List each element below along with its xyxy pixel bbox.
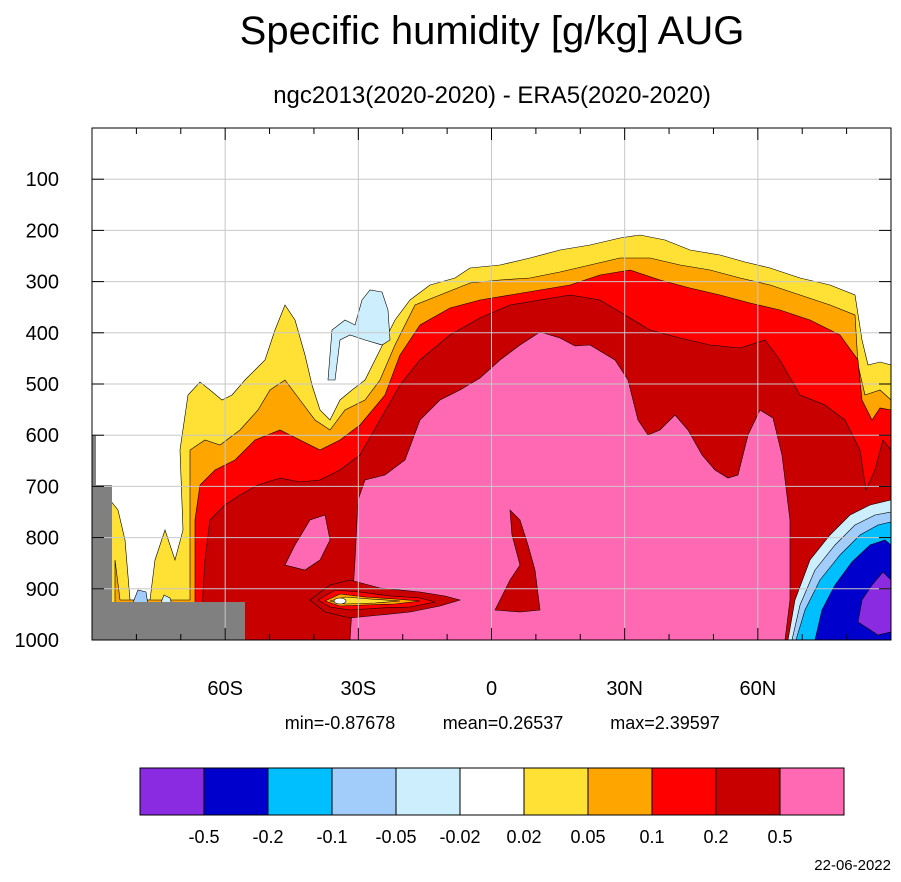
colorbar-swatch-5 bbox=[459, 767, 525, 816]
colorbar-swatch-9 bbox=[715, 767, 781, 816]
y-tick-label-7: 800 bbox=[26, 528, 59, 550]
x-tick-label-0: 60S bbox=[207, 678, 243, 700]
y-tick-label-3: 400 bbox=[26, 323, 59, 345]
colorbar-label-8: 0.2 bbox=[703, 827, 728, 847]
colorbar-label-3: -0.05 bbox=[375, 827, 416, 847]
contour-tongue-0.02-south bbox=[329, 596, 401, 605]
y-tick-label-4: 500 bbox=[26, 374, 59, 396]
x-tick-label-2: 0 bbox=[486, 678, 497, 700]
contour-intrusion-0.2-equator bbox=[494, 509, 541, 613]
y-tick-label-1: 200 bbox=[26, 220, 59, 242]
colorbar-swatch-8 bbox=[651, 767, 717, 816]
contour-core-white bbox=[333, 597, 347, 605]
stat-mean: mean=0.26537 bbox=[443, 713, 564, 733]
y-tick-label-5: 600 bbox=[26, 425, 59, 447]
x-tick-label-3: 30N bbox=[606, 678, 643, 700]
colorbar-swatch-6 bbox=[523, 767, 589, 816]
stat-min: min=-0.87678 bbox=[285, 713, 396, 733]
contour-island-0.5-south bbox=[284, 514, 331, 571]
colorbar-swatch-3 bbox=[331, 767, 397, 816]
colorbar: -0.5 -0.2 -0.1 -0.05 -0.02 0.02 0.05 0.1 0.2 0.5 bbox=[139, 767, 845, 847]
colorbar-swatch-10 bbox=[779, 767, 845, 816]
gridlines bbox=[92, 128, 891, 640]
x-tick-label-4: 60N bbox=[739, 678, 776, 700]
x-tick-label-1: 30S bbox=[341, 678, 377, 700]
colorbar-swatch-0 bbox=[139, 767, 205, 816]
colorbar-label-9: 0.5 bbox=[767, 827, 792, 847]
contour-neg-0.5-north bbox=[857, 571, 891, 636]
axis-ticks: 60S 30S 0 30N 60N 100 200 300 400 500 600 700 800 900… bbox=[15, 128, 891, 700]
colorbar-swatch-4 bbox=[395, 767, 461, 816]
colorbar-label-0: -0.5 bbox=[188, 827, 219, 847]
stat-max: max=2.39597 bbox=[610, 713, 720, 733]
colorbar-label-4: -0.02 bbox=[439, 827, 480, 847]
colorbar-label-1: -0.2 bbox=[252, 827, 283, 847]
colorbar-label-6: 0.05 bbox=[570, 827, 605, 847]
colorbar-label-7: 0.1 bbox=[639, 827, 664, 847]
colorbar-swatch-2 bbox=[267, 767, 333, 816]
y-tick-label-6: 700 bbox=[26, 476, 59, 498]
chart-subtitle: ngc2013(2020-2020) - ERA5(2020-2020) bbox=[273, 82, 711, 109]
colorbar-label-2: -0.1 bbox=[316, 827, 347, 847]
plot-area bbox=[92, 128, 891, 640]
contour-blob-neg0.02-upper bbox=[327, 289, 391, 381]
y-tick-label-2: 300 bbox=[26, 272, 59, 294]
date-stamp: 22-06-2022 bbox=[814, 857, 891, 874]
y-tick-label-9: 1000 bbox=[15, 630, 60, 652]
colorbar-label-5: 0.02 bbox=[506, 827, 541, 847]
y-tick-label-8: 900 bbox=[26, 579, 59, 601]
colorbar-swatch-7 bbox=[587, 767, 653, 816]
colorbar-swatch-1 bbox=[203, 767, 269, 816]
chart-title: Specific humidity [g/kg] AUG bbox=[240, 9, 745, 53]
y-tick-label-0: 100 bbox=[26, 169, 59, 191]
missing-data-mask bbox=[92, 435, 245, 640]
